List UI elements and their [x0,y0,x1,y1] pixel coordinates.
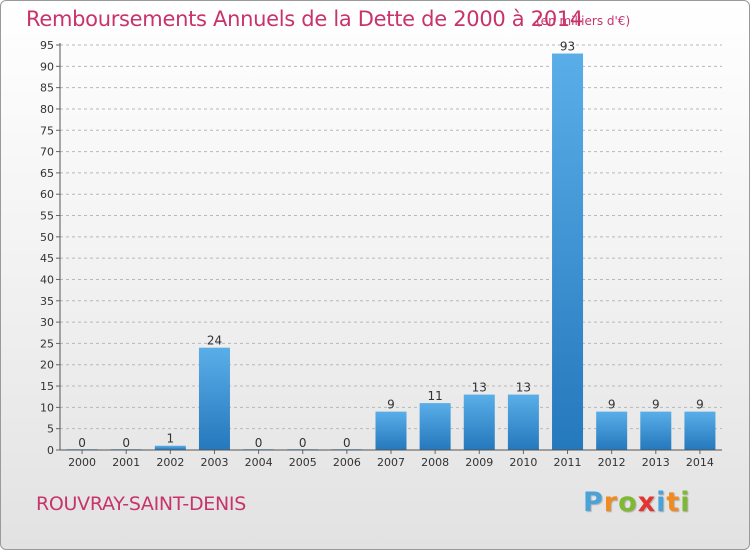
x-tick-label-2003: 2003 [200,456,228,469]
logo-letter: o [618,487,638,518]
y-tick-label: 75 [40,124,54,137]
bar-2002 [154,445,186,450]
y-tick-label: 30 [40,316,54,329]
y-tick-label: 70 [40,146,54,159]
x-axis-ticks: 2000 2001 2002 2003 2004 2005 2006 2007 2008 2009… [68,450,714,469]
y-tick-label: 20 [40,359,54,372]
y-tick-label: 90 [40,60,54,73]
proxiti-logo[interactable]: Proxiti [583,487,691,518]
bar-2009 [463,394,495,450]
x-tick-label-2009: 2009 [465,456,493,469]
logo-letter: i [656,487,667,518]
y-axis-ticks: 0 5 10 15 20 25 30 35 40 45 50 55 60 65 70 75 80 85 90 95 [40,39,60,457]
chart-subtitle: (en milliers d'€) [536,14,631,28]
y-tick-label: 80 [40,103,54,116]
y-tick-label: 0 [47,444,54,457]
value-label-2006: 0 [343,436,351,450]
y-tick-label: 25 [40,337,54,350]
x-tick-label-2004: 2004 [245,456,273,469]
bar-2007 [375,411,407,450]
y-tick-label: 5 [47,423,54,436]
y-tick-label: 15 [40,380,54,393]
bar-2012 [596,411,628,450]
bars [66,53,716,451]
bar-2011 [552,53,584,451]
y-tick-label: 60 [40,188,54,201]
value-label-2008: 11 [427,389,442,403]
value-label-2010: 13 [516,381,531,395]
y-tick-label: 65 [40,167,54,180]
value-label-2013: 9 [652,398,660,412]
y-tick-label: 95 [40,39,54,52]
grid-lines [60,44,722,451]
value-labels: 0 0 1 24 0 0 0 9 11 13 13 93 9 9 9 [78,40,704,450]
x-tick-label-2011: 2011 [554,456,582,469]
value-label-2014: 9 [696,398,704,412]
commune-name: ROUVRAY-SAINT-DENIS [36,493,246,515]
y-tick-label: 40 [40,273,54,286]
y-tick-label: 10 [40,401,54,414]
value-label-2007: 9 [387,398,395,412]
x-tick-label-2007: 2007 [377,456,405,469]
value-label-2005: 0 [299,436,307,450]
y-tick-label: 85 [40,82,54,95]
bar-2008 [419,403,451,450]
bar-2010 [507,394,539,450]
value-label-2003: 24 [207,334,222,348]
x-tick-label-2014: 2014 [686,456,714,469]
value-label-2001: 0 [122,436,130,450]
value-label-2004: 0 [255,436,263,450]
logo-letter: i [680,487,691,518]
bar-2003 [198,347,230,450]
y-tick-label: 55 [40,210,54,223]
x-tick-label-2005: 2005 [289,456,317,469]
bar-2013 [640,411,672,450]
x-tick-label-2002: 2002 [156,456,184,469]
value-label-2009: 13 [472,381,487,395]
x-tick-label-2008: 2008 [421,456,449,469]
x-tick-label-2010: 2010 [509,456,537,469]
logo-letter: P [583,487,604,518]
y-tick-label: 35 [40,295,54,308]
logo-letter: t [666,487,681,518]
logo-letter: x [637,487,657,518]
x-tick-label-2006: 2006 [333,456,361,469]
bar-2014 [684,411,716,450]
y-tick-label: 45 [40,252,54,265]
value-label-2011: 93 [560,40,575,54]
logo-letter: r [603,487,619,518]
x-tick-label-2012: 2012 [598,456,626,469]
x-tick-label-2001: 2001 [112,456,140,469]
value-label-2012: 9 [608,398,616,412]
y-tick-label: 50 [40,231,54,244]
value-label-2002: 1 [167,432,175,446]
chart-title: Remboursements Annuels de la Dette de 20… [26,7,583,31]
x-tick-label-2000: 2000 [68,456,96,469]
value-label-2000: 0 [78,436,86,450]
x-tick-label-2013: 2013 [642,456,670,469]
